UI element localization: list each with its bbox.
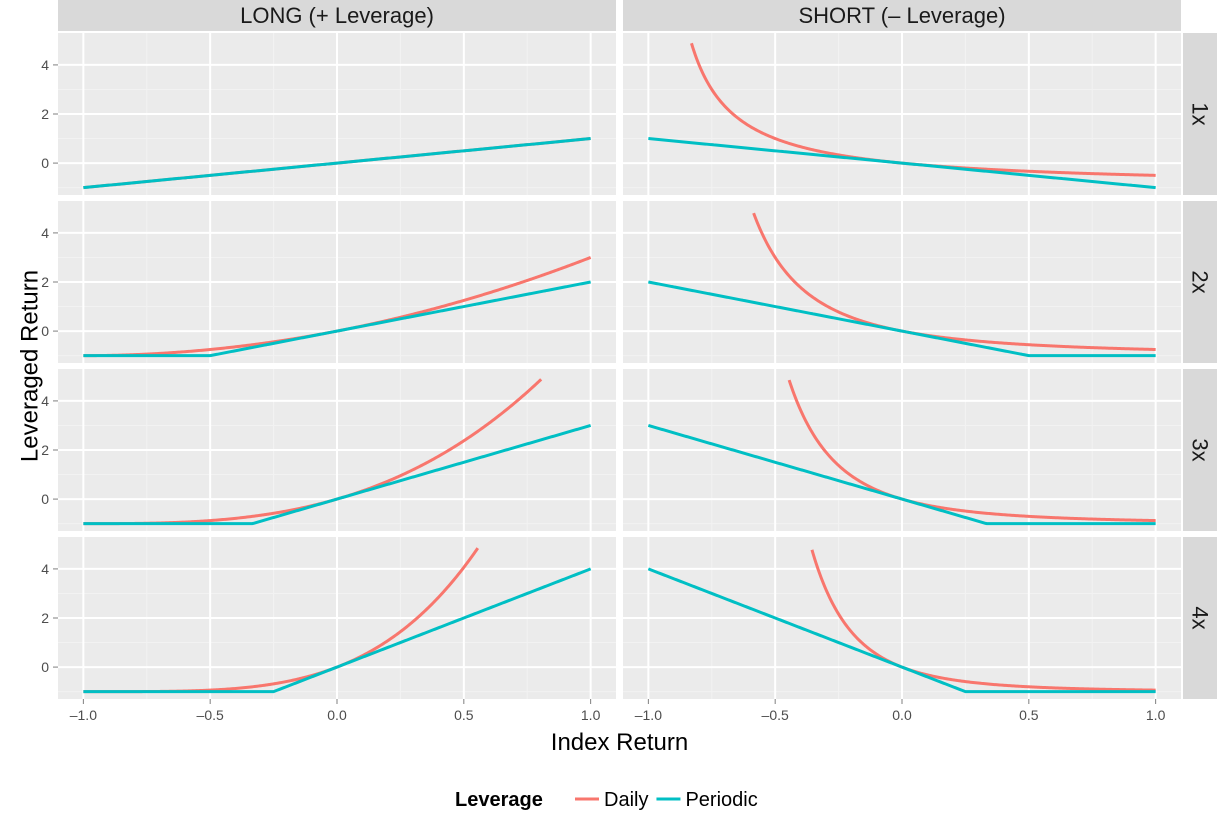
column-strip-label: LONG (+ Leverage) [240, 3, 434, 28]
series-line-periodic [83, 280, 591, 358]
y-tick-label: 4 [41, 57, 49, 73]
series-line-periodic [648, 280, 1156, 358]
y-tick-label: 4 [41, 225, 49, 241]
row-strip-label: 1x [1188, 102, 1213, 125]
facet-panels: LONG (+ Leverage) SHORT (– Leverage) 1x 2x 3… [41, 0, 1217, 723]
x-tick-label: 0.0 [327, 707, 347, 723]
series-line-periodic [647, 424, 1156, 526]
y-tick-label: 4 [41, 393, 49, 409]
column-strip [623, 0, 1181, 31]
x-tick-label: 0.5 [454, 707, 474, 723]
y-tick-label: 0 [41, 491, 49, 507]
y-tick-label: 2 [41, 442, 49, 458]
y-tick-label: 2 [41, 610, 49, 626]
series-line-periodic [83, 567, 592, 694]
facet-panel [623, 201, 1181, 363]
series-line-periodic [647, 567, 1156, 694]
facet-panel: 0 2 4 –1.0 –0.5 0.0 0.5 1.0 [41, 537, 616, 723]
legend-title: Leverage [455, 789, 543, 811]
facet-panel: –1.0 –0.5 0.0 0.5 1.0 [623, 537, 1181, 723]
legend-label: Daily [604, 789, 648, 811]
row-strip [1183, 201, 1217, 363]
x-tick-label: –0.5 [762, 707, 789, 723]
y-tick-label: 4 [41, 561, 49, 577]
facet-panel: 0 2 4 [41, 369, 616, 531]
facet-panel: 0 2 4 [41, 201, 616, 363]
y-axis-title: Leveraged Return [17, 270, 44, 462]
series-line-periodic [648, 137, 1156, 190]
x-tick-label: –1.0 [635, 707, 662, 723]
x-axis-title: Index Return [551, 729, 688, 756]
legend: Leverage Daily Periodic [455, 789, 758, 811]
x-tick-label: 1.0 [581, 707, 601, 723]
series-line-daily [810, 549, 1156, 692]
y-tick-label: 2 [41, 274, 49, 290]
facet-panel [623, 369, 1181, 531]
series-line-periodic [83, 424, 592, 526]
row-strip-label: 2x [1188, 270, 1213, 293]
x-tick-label: 0.0 [892, 707, 912, 723]
legend-label: Periodic [685, 789, 757, 811]
row-strip [1183, 33, 1217, 195]
row-strip [1183, 537, 1217, 699]
row-strip [1183, 369, 1217, 531]
x-tick-label: 1.0 [1146, 707, 1166, 723]
facet-panel [623, 33, 1181, 195]
row-strip-label: 4x [1188, 606, 1213, 629]
x-tick-label: –1.0 [70, 707, 97, 723]
facet-panel: 0 2 4 [41, 33, 616, 195]
column-strip-label: SHORT (– Leverage) [798, 3, 1005, 28]
x-tick-label: 0.5 [1019, 707, 1039, 723]
y-tick-label: 0 [41, 323, 49, 339]
y-tick-label: 2 [41, 106, 49, 122]
column-strip [58, 0, 616, 31]
y-tick-label: 0 [41, 155, 49, 171]
series-line-daily [787, 379, 1156, 523]
y-tick-label: 0 [41, 659, 49, 675]
series-line-daily [752, 212, 1156, 351]
x-tick-label: –0.5 [197, 707, 224, 723]
row-strip-label: 3x [1188, 438, 1213, 461]
series-line-periodic [83, 137, 591, 190]
